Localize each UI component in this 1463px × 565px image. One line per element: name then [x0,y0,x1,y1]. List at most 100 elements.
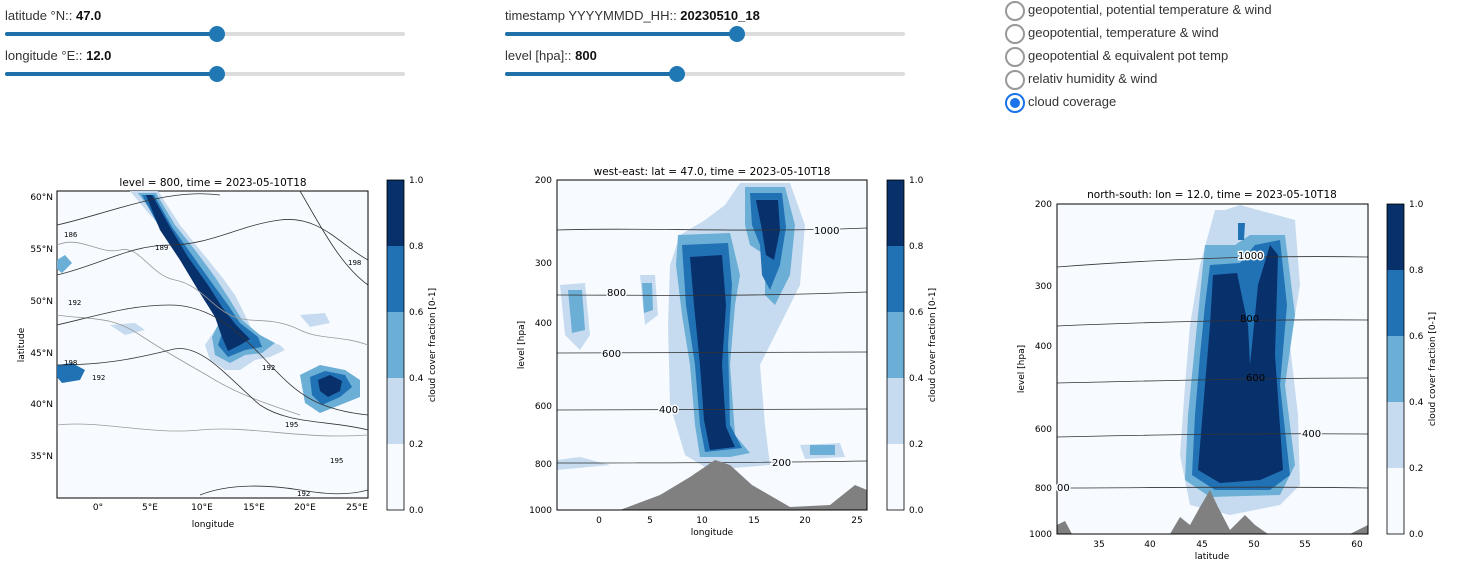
colorbar-tick: 0.4 [409,374,424,384]
colorbar-segment [1387,270,1404,336]
level-control: level [hpa]:: 800 [505,48,597,63]
y-tick: 1000 [1029,530,1052,540]
west-east-colorbar: 0.0 0.2 0.4 0.6 0.8 1.0 cloud cover fraction [… [886,176,938,516]
north-south-plot: north-south: lon = 12.0, time = 2023-05-… [1017,189,1438,562]
west-east-plot: west-east: lat = 47.0, time = 2023-05-10… [517,166,938,538]
x-tick: 10°E [191,503,213,513]
latitude-slider-thumb[interactable] [209,26,225,42]
x-tick: 5°E [142,503,158,513]
y-tick: 55°N [30,245,53,255]
colorbar-segment [387,246,404,312]
radio-button-icon[interactable] [1005,1,1025,21]
x-tick: 0° [93,503,103,513]
colorbar-tick: 0.6 [409,308,424,318]
timestamp-slider[interactable] [505,24,905,44]
contour-label: 186 [64,231,78,239]
y-axis-label: level [hpa] [1017,345,1027,393]
longitude-control: longitude °E:: 12.0 [5,48,111,63]
radio-button-icon[interactable] [1005,47,1025,67]
colorbar-tick: 0.0 [1409,530,1424,540]
x-tick: 15°E [243,503,265,513]
colorbar-segment [1387,402,1404,468]
contour-label: 195 [285,421,298,429]
x-axis-label: longitude [192,520,235,530]
longitude-slider-thumb[interactable] [209,66,225,82]
y-tick: 800 [1035,484,1052,494]
colorbar-segment [887,378,904,444]
colorbar-tick: 0.6 [909,308,924,318]
x-tick: 60 [1351,540,1363,550]
y-tick: 200 [1035,200,1052,210]
latitude-label: latitude °N:: [5,8,76,23]
contour-label: 00 [1057,483,1070,494]
y-tick: 400 [1035,342,1052,352]
contour-label: 400 [1302,429,1321,440]
y-tick: 800 [535,460,552,470]
contour-label: 192 [92,374,105,382]
level-slider[interactable] [505,64,905,84]
contour-label: 192 [68,299,81,307]
colorbar-tick: 0.0 [409,506,424,516]
contour-label: 192 [297,490,310,498]
x-axis-label: latitude [1195,552,1230,562]
latitude-slider[interactable] [5,24,405,44]
x-axis-label: longitude [691,528,734,538]
timestamp-control: timestamp YYYYMMDD_HH:: 20230510_18 [505,8,760,23]
contour-label: 800 [1240,314,1259,325]
north-south-colorbar: 0.0 0.2 0.4 0.6 0.8 1.0 cloud cover fraction [… [1386,200,1438,540]
y-tick: 60°N [30,193,53,203]
latitude-control: latitude °N:: 47.0 [5,8,101,23]
x-tick: 55 [1299,540,1310,550]
x-tick: 25°E [346,503,368,513]
west-east-title: west-east: lat = 47.0, time = 2023-05-10… [594,166,831,178]
north-south-area: 1000 800 600 400 00 [1056,203,1369,535]
colorbar-segment [887,246,904,312]
level-value: 800 [575,48,597,63]
colorbar-segment [887,444,904,510]
y-tick: 35°N [30,452,53,462]
colorbar-tick: 0.4 [1409,398,1424,408]
colorbar-segment [1387,468,1404,534]
colorbar-label: cloud cover fraction [0-1] [428,288,438,402]
y-tick: 300 [535,259,552,269]
colorbar-segment [387,378,404,444]
west-east-area: 1000 800 600 400 200 [556,179,868,511]
colorbar-tick: 1.0 [1409,200,1424,210]
colorbar-tick: 0.8 [1409,266,1424,276]
radio-button-icon[interactable] [1005,70,1025,90]
y-axis-label: latitude [17,327,27,362]
map-plot: level = 800, time = 2023-05-10T18 186 18… [17,176,438,530]
y-tick: 40°N [30,400,53,410]
map-title: level = 800, time = 2023-05-10T18 [119,177,306,189]
colorbar-tick: 0.2 [409,440,423,450]
x-tick: 10 [696,516,708,526]
radio-button-icon[interactable] [1005,24,1025,44]
colorbar-tick: 0.8 [909,242,924,252]
colorbar-tick: 1.0 [409,176,424,186]
y-tick: 50°N [30,297,53,307]
colorbar-segment [887,180,904,246]
map-colorbar: 0.0 0.2 0.4 0.6 0.8 1.0 cloud cover fraction [… [386,176,438,516]
colorbar-segment [387,444,404,510]
y-tick: 300 [1035,282,1052,292]
colorbar-tick: 0.4 [909,374,924,384]
contour-label: 198 [64,359,77,367]
x-tick: 15 [748,516,759,526]
contour-label: 600 [602,349,621,360]
level-label: level [hpa]:: [505,48,576,63]
colorbar-segment [1387,336,1404,402]
x-tick: 40 [1144,540,1156,550]
colorbar-label: cloud cover fraction [0-1] [1428,312,1438,426]
timestamp-slider-thumb[interactable] [729,26,745,42]
longitude-slider[interactable] [5,64,405,84]
level-slider-thumb[interactable] [669,66,685,82]
contour-label: 800 [607,288,626,299]
longitude-value: 12.0 [86,48,112,63]
x-tick: 0 [596,516,602,526]
y-tick: 45°N [30,349,53,359]
north-south-title: north-south: lon = 12.0, time = 2023-05-… [1087,189,1337,201]
colorbar-tick: 0.0 [909,506,924,516]
y-tick: 600 [535,402,552,412]
y-tick: 200 [535,176,552,186]
radio-button-icon[interactable] [1005,93,1025,113]
